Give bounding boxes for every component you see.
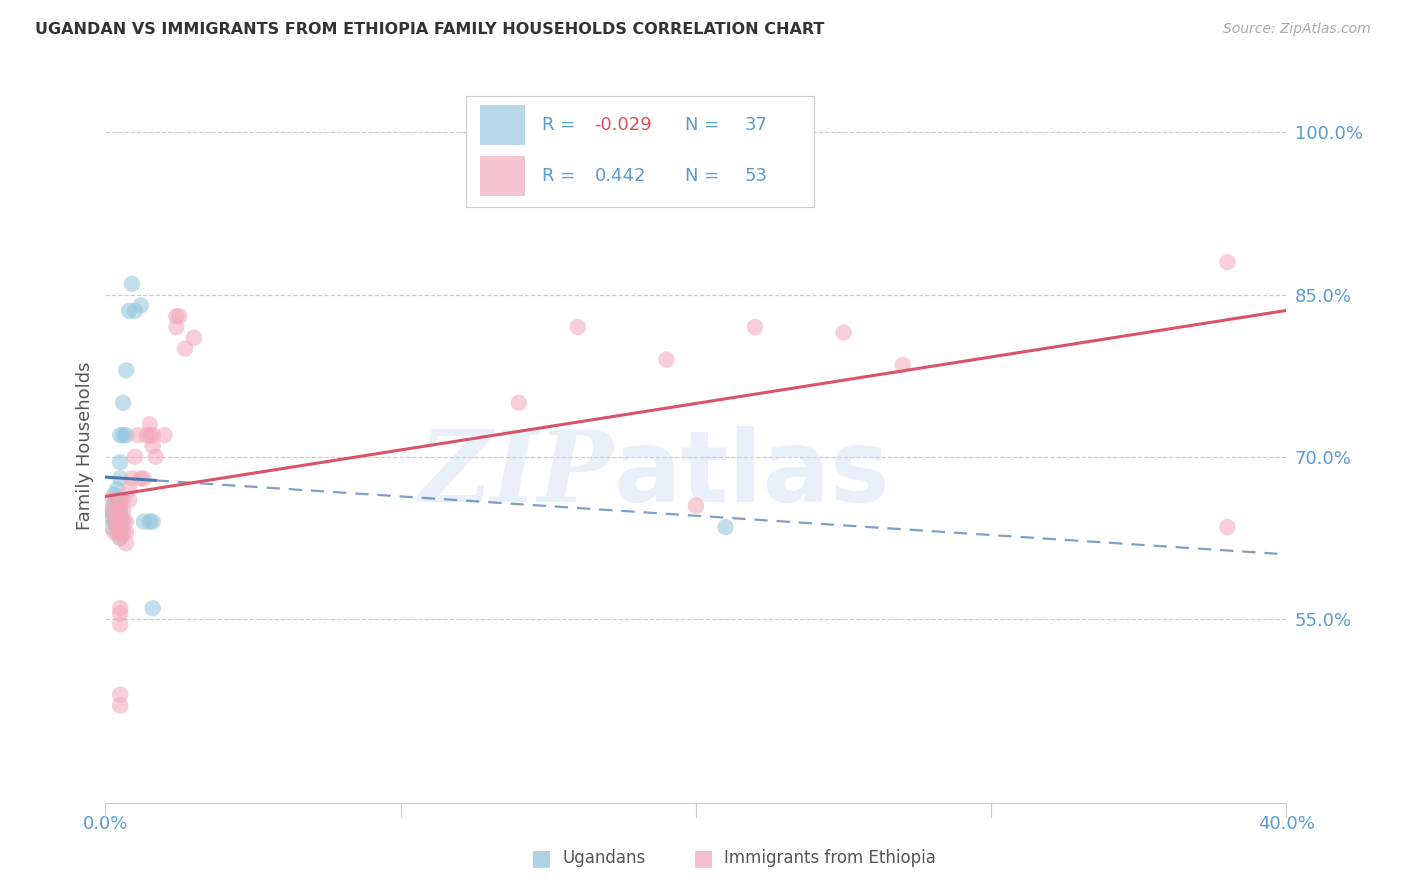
Point bbox=[174, 342, 197, 356]
Point bbox=[110, 688, 132, 702]
Point bbox=[110, 520, 132, 534]
Point bbox=[132, 471, 155, 485]
Point bbox=[142, 601, 165, 615]
Point bbox=[105, 493, 128, 508]
Point bbox=[744, 320, 766, 334]
Point bbox=[100, 504, 122, 518]
Point bbox=[567, 320, 589, 334]
Point bbox=[110, 525, 132, 540]
Point bbox=[138, 428, 162, 442]
Point bbox=[110, 698, 132, 713]
Point bbox=[103, 495, 125, 509]
Point bbox=[115, 536, 138, 550]
Point bbox=[165, 310, 187, 324]
Point bbox=[124, 450, 146, 464]
Point bbox=[110, 493, 132, 508]
Point bbox=[112, 515, 135, 529]
Point bbox=[103, 504, 125, 518]
Point bbox=[100, 504, 122, 518]
Point bbox=[135, 428, 157, 442]
Point bbox=[110, 531, 132, 545]
Point bbox=[110, 525, 132, 540]
Point bbox=[118, 493, 141, 508]
Point bbox=[105, 515, 128, 529]
Point bbox=[145, 450, 167, 464]
Text: UGANDAN VS IMMIGRANTS FROM ETHIOPIA FAMILY HOUSEHOLDS CORRELATION CHART: UGANDAN VS IMMIGRANTS FROM ETHIOPIA FAMI… bbox=[35, 22, 824, 37]
Point bbox=[105, 525, 128, 540]
Point bbox=[105, 504, 128, 518]
Point bbox=[138, 417, 162, 432]
Point bbox=[110, 531, 132, 545]
Point bbox=[508, 396, 530, 410]
Point bbox=[110, 504, 132, 518]
Point bbox=[110, 504, 132, 518]
Point bbox=[110, 515, 132, 529]
Point bbox=[121, 471, 143, 485]
Point bbox=[165, 320, 187, 334]
Point bbox=[115, 428, 138, 442]
Point bbox=[103, 509, 125, 524]
Point bbox=[115, 515, 138, 529]
Point bbox=[105, 504, 128, 518]
Point bbox=[118, 482, 141, 496]
Point bbox=[142, 439, 165, 453]
Point bbox=[100, 509, 122, 524]
Point bbox=[183, 331, 205, 345]
Text: Ugandans: Ugandans bbox=[562, 849, 645, 867]
Point bbox=[112, 525, 135, 540]
Point bbox=[121, 277, 143, 291]
Y-axis label: Family Households: Family Households bbox=[76, 362, 94, 530]
Point bbox=[714, 520, 737, 534]
Point bbox=[103, 515, 125, 529]
Text: Immigrants from Ethiopia: Immigrants from Ethiopia bbox=[724, 849, 936, 867]
Point bbox=[1216, 255, 1239, 269]
Point bbox=[110, 471, 132, 485]
Point bbox=[110, 455, 132, 469]
Point bbox=[655, 352, 678, 367]
Point bbox=[142, 428, 165, 442]
Text: atlas: atlas bbox=[613, 426, 890, 523]
Point bbox=[169, 310, 191, 324]
Point bbox=[832, 326, 855, 340]
Point bbox=[110, 607, 132, 621]
Text: ZIP: ZIP bbox=[419, 426, 613, 523]
Point bbox=[110, 617, 132, 632]
Point bbox=[103, 515, 125, 529]
Point bbox=[112, 504, 135, 518]
Text: ■: ■ bbox=[531, 848, 551, 868]
Point bbox=[100, 520, 122, 534]
Point bbox=[110, 509, 132, 524]
Point bbox=[685, 499, 707, 513]
Point bbox=[891, 358, 914, 372]
Point bbox=[110, 601, 132, 615]
Text: Source: ZipAtlas.com: Source: ZipAtlas.com bbox=[1223, 22, 1371, 37]
Point bbox=[124, 303, 146, 318]
Point bbox=[105, 482, 128, 496]
Point bbox=[112, 396, 135, 410]
Point bbox=[112, 493, 135, 508]
Point bbox=[100, 493, 122, 508]
Point bbox=[129, 298, 152, 312]
Point bbox=[127, 428, 149, 442]
Point bbox=[115, 363, 138, 377]
Point bbox=[103, 504, 125, 518]
Point bbox=[142, 515, 165, 529]
Point bbox=[118, 303, 141, 318]
Point bbox=[132, 515, 155, 529]
Point bbox=[110, 515, 132, 529]
Point bbox=[129, 471, 152, 485]
Point bbox=[103, 525, 125, 540]
Point bbox=[138, 515, 162, 529]
Point bbox=[110, 428, 132, 442]
Point bbox=[103, 488, 125, 502]
Point bbox=[105, 515, 128, 529]
Point bbox=[112, 428, 135, 442]
Text: ■: ■ bbox=[693, 848, 713, 868]
Point bbox=[105, 509, 128, 524]
Point bbox=[1216, 520, 1239, 534]
Point bbox=[112, 515, 135, 529]
Point bbox=[110, 493, 132, 508]
Point bbox=[115, 525, 138, 540]
Point bbox=[153, 428, 176, 442]
